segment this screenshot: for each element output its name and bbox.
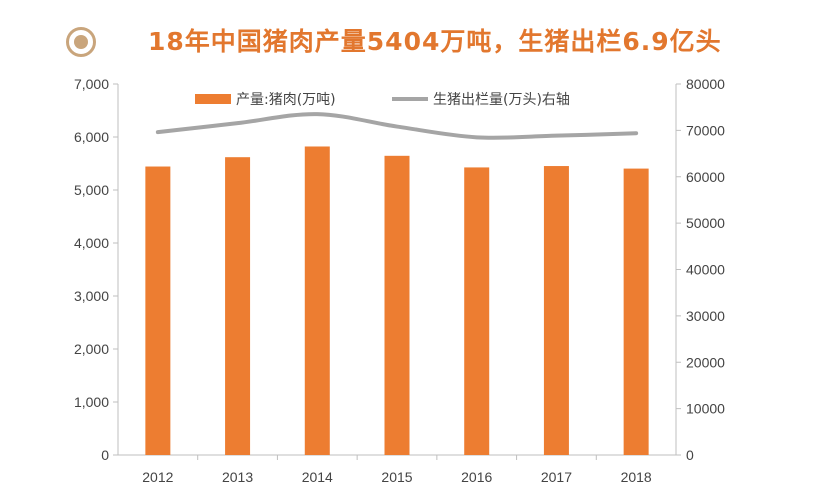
legend-swatch-bar: [195, 94, 231, 104]
left-axis-tick-label: 0: [101, 447, 109, 463]
x-axis-tick-label: 2014: [302, 469, 333, 485]
title-row: 18年中国猪肉产量5404万吨，生猪出栏6.9亿头: [0, 18, 816, 66]
left-axis-tick-label: 2,000: [74, 341, 109, 357]
right-axis-tick-label: 0: [686, 447, 694, 463]
legend: 产量:猪肉(万吨) 生猪出栏量(万头)右轴: [195, 92, 570, 108]
right-axis-tick-label: 40000: [686, 262, 725, 278]
x-axis-tick-label: 2017: [541, 469, 572, 485]
left-axis-tick-label: 3,000: [74, 288, 109, 304]
right-axis-tick-label: 80000: [686, 76, 725, 92]
chart-title: 18年中国猪肉产量5404万吨，生猪出栏6.9亿头: [148, 27, 722, 56]
x-axis-tick-label: 2018: [621, 469, 652, 485]
bar-series: [145, 146, 649, 455]
x-axis-tick-label: 2012: [142, 469, 173, 485]
bar-2012: [145, 166, 171, 455]
right-axis-tick-label: 20000: [686, 354, 725, 370]
bar-2015: [384, 155, 410, 455]
x-axis-tick-label: 2015: [381, 469, 412, 485]
right-axis-tick-label: 10000: [686, 401, 725, 417]
left-axis-tick-label: 4,000: [74, 235, 109, 251]
left-axis-tick-label: 5,000: [74, 182, 109, 198]
line-hog-slaughter: [155, 112, 639, 140]
tick-labels: 0 1,000 2,000 3,000 4,000 5,000 6,000 7,000 0 100…: [74, 76, 725, 485]
line-series: [155, 112, 639, 140]
bar-2016: [464, 167, 490, 455]
left-axis-tick-label: 7,000: [74, 76, 109, 92]
x-axis-tick-label: 2013: [222, 469, 253, 485]
legend-label-pork-output: 产量:猪肉(万吨): [236, 92, 336, 108]
legend-label-hog-slaughter: 生猪出栏量(万头)右轴: [433, 92, 570, 108]
bar-2014: [304, 146, 330, 455]
left-axis-tick-label: 6,000: [74, 129, 109, 145]
bar-2018: [623, 168, 649, 455]
left-axis-tick-label: 1,000: [74, 394, 109, 410]
x-axis-tick-label: 2016: [461, 469, 492, 485]
right-axis-tick-label: 60000: [686, 169, 725, 185]
target-circle-icon: [66, 27, 96, 57]
right-axis-tick-label: 50000: [686, 215, 725, 231]
bar-2017: [543, 166, 569, 455]
bar-2013: [225, 157, 251, 455]
right-axis-tick-label: 70000: [686, 122, 725, 138]
right-axis-tick-label: 30000: [686, 308, 725, 324]
